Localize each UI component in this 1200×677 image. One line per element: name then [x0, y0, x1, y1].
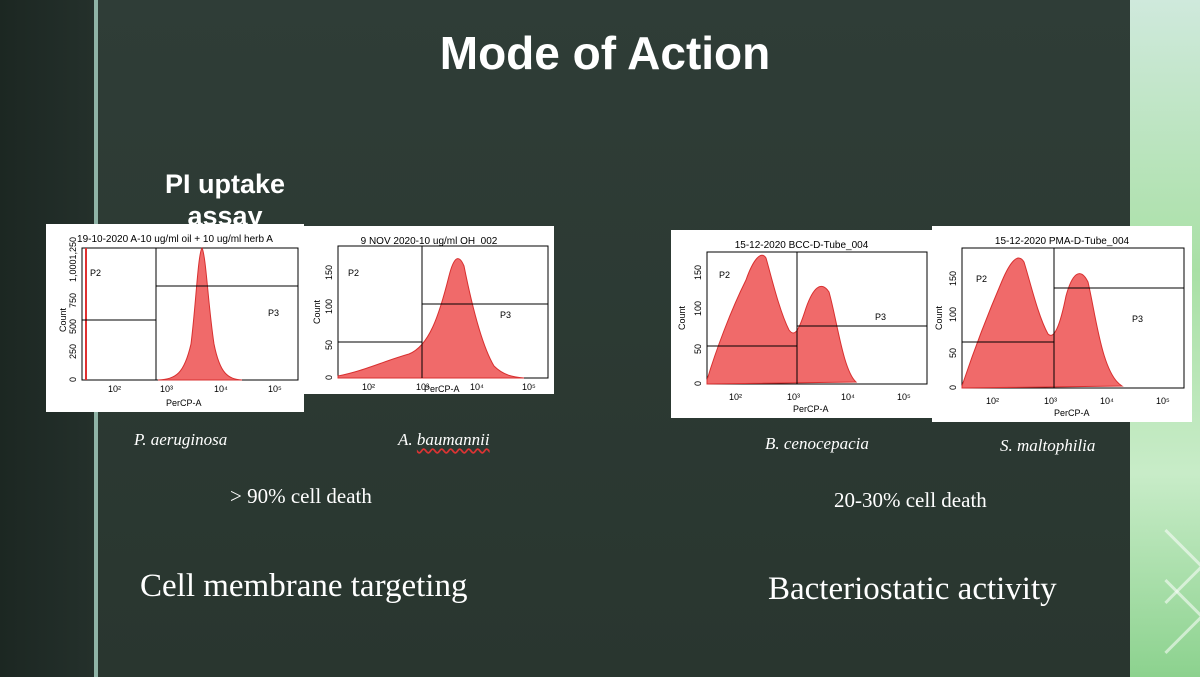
x-tick: 10⁵ [897, 392, 911, 402]
y-tick: 100 [693, 301, 703, 316]
y-tick: 50 [948, 348, 958, 358]
flow-histogram-a-baumannii: 9 NOV 2020-10 ug/ml OH_002 P2 P3 PerCP-A… [304, 226, 554, 394]
x-tick: 10² [986, 396, 999, 406]
histogram-svg: P2 P3 PerCP-A Count 0 50 100 150 10² 10³… [934, 247, 1185, 418]
y-tick: 250 [68, 344, 78, 359]
stat-left: > 90% cell death [230, 484, 372, 508]
y-axis-label: Count [58, 308, 68, 333]
gate-label-right: P3 [875, 312, 886, 322]
slide-title: Mode of Action [439, 27, 771, 79]
heading-bacteriostatic-activity: Bacteriostatic activity [768, 571, 1057, 607]
plot-title: 19-10-2020 A-10 ug/ml oil + 10 ug/ml her… [77, 234, 273, 245]
caption-a-name: baumannii [416, 430, 490, 449]
flow-histogram-p-aeruginosa: 19-10-2020 A-10 ug/ml oil + 10 ug/ml her… [46, 224, 304, 412]
gate-label-right: P3 [1132, 314, 1143, 324]
pi-uptake-label: PI uptake assay [164, 169, 286, 226]
y-tick: 750 [68, 293, 78, 308]
stat-right: 20-30% cell death [834, 488, 987, 512]
x-tick: 10³ [416, 382, 429, 392]
plot-title: 15-12-2020 PMA-D-Tube_004 [994, 236, 1130, 247]
x-tick: 10⁴ [1100, 396, 1114, 406]
caption-a-prefix: A. [398, 430, 417, 449]
heading-cell-membrane-targeting: Cell membrane targeting [140, 568, 468, 604]
flow-histogram-s-maltophilia: 15-12-2020 PMA-D-Tube_004 P2 P3 PerCP-A … [932, 226, 1192, 422]
chevron-decoration-icon [1130, 579, 1200, 654]
gate-label-right: P3 [268, 308, 279, 318]
caption-s-maltophilia: S. maltophilia [1000, 436, 1096, 455]
x-axis-label: PerCP-A [1054, 408, 1090, 418]
histogram-svg: P2 P3 PerCP-A Count 0 250 500 750 1,0001… [58, 237, 299, 408]
y-tick: 150 [693, 265, 703, 280]
y-axis-label: Count [312, 300, 322, 325]
x-tick: 10³ [787, 392, 800, 402]
x-tick: 10² [362, 382, 375, 392]
x-axis-label: PerCP-A [424, 384, 460, 394]
histogram-svg: P2 P3 PerCP-A Count 0 50 100 150 10² 10³… [677, 251, 928, 414]
gate-label-left: P2 [976, 274, 987, 284]
y-tick: 0 [693, 381, 703, 386]
flow-histogram-b-cenocepacia: 15-12-2020 BCC-D-Tube_004 P2 P3 PerCP-A … [671, 230, 932, 418]
x-tick: 10³ [1044, 396, 1057, 406]
y-axis-label: Count [677, 306, 687, 331]
y-tick: 150 [948, 271, 958, 286]
gate-label-left: P2 [719, 270, 730, 280]
x-axis-label: PerCP-A [793, 404, 829, 414]
caption-b-cenocepacia: B. cenocepacia [765, 434, 869, 453]
plot-title: 9 NOV 2020-10 ug/ml OH_002 [360, 236, 498, 247]
y-axis-label: Count [934, 306, 944, 331]
plot-title: 15-12-2020 BCC-D-Tube_004 [734, 240, 869, 251]
caption-a-baumannii: A. baumannii [398, 430, 490, 450]
y-tick: 100 [324, 299, 334, 314]
y-tick: 0 [324, 375, 334, 380]
x-tick: 10² [729, 392, 742, 402]
x-tick: 10³ [160, 384, 173, 394]
x-tick: 10² [108, 384, 121, 394]
y-tick: 0 [948, 385, 958, 390]
y-tick: 50 [693, 344, 703, 354]
x-tick: 10⁵ [268, 384, 282, 394]
y-tick: 100 [948, 307, 958, 322]
caption-p-aeruginosa: P. aeruginosa [134, 430, 228, 449]
x-tick: 10⁴ [214, 384, 228, 394]
x-tick: 10⁴ [841, 392, 855, 402]
y-tick: 1,0001,250 [68, 237, 78, 282]
x-tick: 10⁴ [470, 382, 484, 392]
y-tick: 50 [324, 340, 334, 350]
gate-label-left: P2 [348, 268, 359, 278]
y-tick: 500 [68, 319, 78, 334]
gate-label-left: P2 [90, 268, 101, 278]
x-tick: 10⁵ [522, 382, 536, 392]
y-tick: 0 [68, 377, 78, 382]
gate-label-right: P3 [500, 310, 511, 320]
histogram-svg: P2 P3 PerCP-A Count 0 50 100 150 10² 10³… [312, 245, 549, 394]
y-tick: 150 [324, 265, 334, 280]
x-tick: 10⁵ [1156, 396, 1170, 406]
x-axis-label: PerCP-A [166, 398, 202, 408]
